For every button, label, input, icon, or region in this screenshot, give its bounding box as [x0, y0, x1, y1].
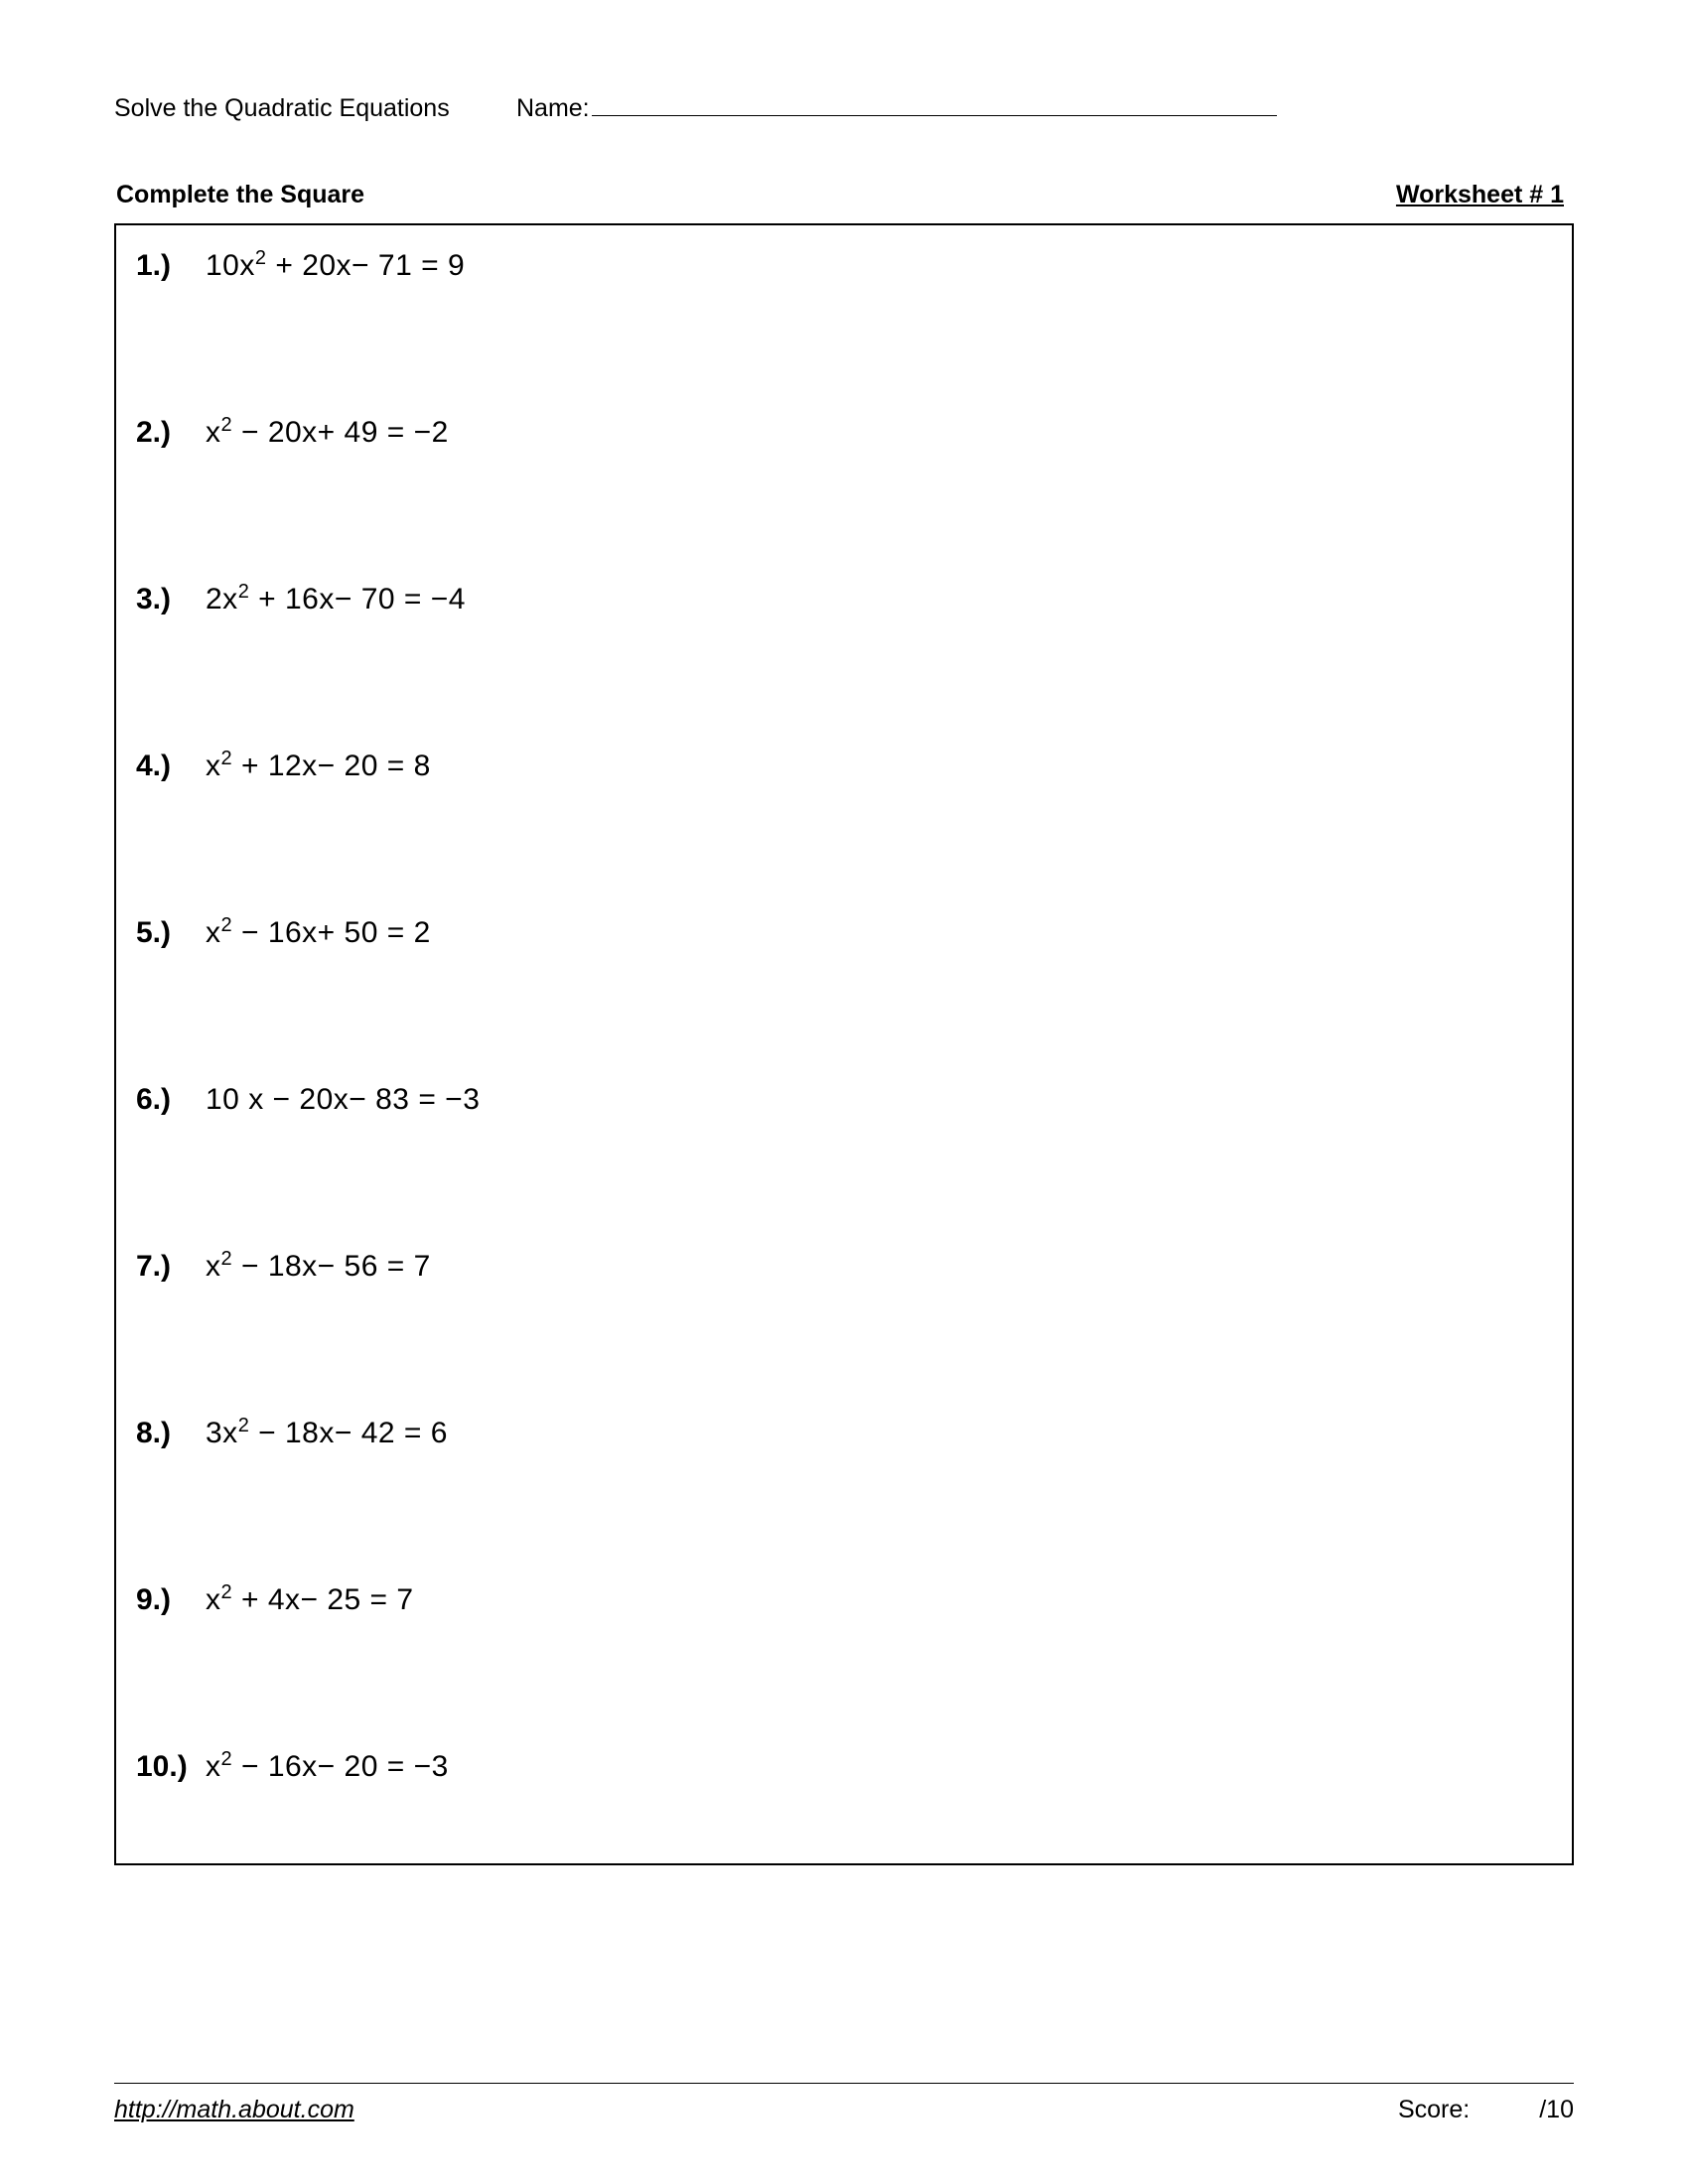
eqn-pre: 10 x − 20x− 83 = −3: [206, 1083, 480, 1116]
superscript-2: 2: [221, 748, 233, 769]
problem-number: 3.): [136, 583, 206, 616]
problem-row: 3.) 2x2 + 16x− 70 = −4: [136, 583, 1552, 616]
subhead-right: Worksheet # 1: [1396, 181, 1564, 209]
header-row: Solve the Quadratic Equations Name:: [114, 94, 1574, 123]
eqn-mid: + 4x− 25 = 7: [232, 1583, 413, 1616]
problem-row: 5.) x2 − 16x+ 50 = 2: [136, 916, 1552, 950]
eqn-pre: x: [206, 1250, 221, 1283]
superscript-2: 2: [221, 414, 233, 436]
subhead-left: Complete the Square: [116, 181, 364, 209]
problem-number: 8.): [136, 1417, 206, 1450]
problem-row: 4.) x2 + 12x− 20 = 8: [136, 750, 1552, 783]
problem-number: 10.): [136, 1750, 206, 1784]
subhead-row: Complete the Square Worksheet # 1: [114, 181, 1574, 209]
worksheet-page: Solve the Quadratic Equations Name: Comp…: [0, 0, 1688, 2184]
score-total: /10: [1539, 2096, 1574, 2124]
footer-row: http://math.about.com Score: /10: [114, 2083, 1574, 2124]
superscript-2: 2: [221, 1248, 233, 1270]
problem-row: 6.) 10 x − 20x− 83 = −3: [136, 1083, 1552, 1117]
problem-row: 1.) 10x2 + 20x− 71 = 9: [136, 249, 1552, 283]
footer-score: Score: /10: [1398, 2096, 1574, 2124]
eqn-pre: 10x: [206, 249, 255, 282]
problem-equation: x2 + 4x− 25 = 7: [206, 1583, 414, 1617]
superscript-2: 2: [221, 914, 233, 936]
problem-equation: 10x2 + 20x− 71 = 9: [206, 249, 465, 283]
problem-equation: x2 − 16x− 20 = −3: [206, 1750, 449, 1784]
problem-equation: 10 x − 20x− 83 = −3: [206, 1083, 480, 1117]
problem-equation: 2x2 + 16x− 70 = −4: [206, 583, 466, 616]
problem-number: 6.): [136, 1083, 206, 1117]
problem-equation: x2 + 12x− 20 = 8: [206, 750, 431, 783]
problem-number: 9.): [136, 1583, 206, 1617]
page-title: Solve the Quadratic Equations: [114, 94, 516, 123]
superscript-2: 2: [221, 1748, 233, 1770]
eqn-pre: 3x: [206, 1417, 238, 1449]
superscript-2: 2: [238, 1415, 250, 1436]
problem-equation: x2 − 18x− 56 = 7: [206, 1250, 431, 1284]
score-label: Score:: [1398, 2096, 1470, 2124]
problem-number: 2.): [136, 416, 206, 450]
eqn-mid: − 20x+ 49 = −2: [232, 416, 449, 449]
problem-row: 2.) x2 − 20x+ 49 = −2: [136, 416, 1552, 450]
eqn-pre: x: [206, 416, 221, 449]
superscript-2: 2: [238, 581, 250, 603]
problem-number: 5.): [136, 916, 206, 950]
superscript-2: 2: [221, 1581, 233, 1603]
problem-number: 4.): [136, 750, 206, 783]
eqn-pre: x: [206, 1583, 221, 1616]
problem-number: 7.): [136, 1250, 206, 1284]
name-blank-line: [592, 115, 1277, 116]
eqn-mid: + 16x− 70 = −4: [249, 583, 466, 615]
problem-number: 1.): [136, 249, 206, 283]
eqn-mid: − 18x− 56 = 7: [232, 1250, 431, 1283]
name-label: Name:: [516, 94, 590, 123]
problem-row: 10.) x2 − 16x− 20 = −3: [136, 1750, 1552, 1784]
eqn-mid: − 16x− 20 = −3: [232, 1750, 449, 1783]
eqn-pre: 2x: [206, 583, 238, 615]
eqn-mid: − 18x− 42 = 6: [249, 1417, 448, 1449]
eqn-pre: x: [206, 916, 221, 949]
eqn-mid: + 20x− 71 = 9: [267, 249, 466, 282]
eqn-mid: − 16x+ 50 = 2: [232, 916, 431, 949]
problem-row: 8.) 3x2 − 18x− 42 = 6: [136, 1417, 1552, 1450]
eqn-mid: + 12x− 20 = 8: [232, 750, 431, 782]
problem-equation: 3x2 − 18x− 42 = 6: [206, 1417, 448, 1450]
problem-row: 7.) x2 − 18x− 56 = 7: [136, 1250, 1552, 1284]
problem-equation: x2 − 16x+ 50 = 2: [206, 916, 431, 950]
footer-link: http://math.about.com: [114, 2096, 354, 2124]
problem-equation: x2 − 20x+ 49 = −2: [206, 416, 449, 450]
problems-box: 1.) 10x2 + 20x− 71 = 9 2.) x2 − 20x+ 49 …: [114, 223, 1574, 1865]
problem-row: 9.) x2 + 4x− 25 = 7: [136, 1583, 1552, 1617]
eqn-pre: x: [206, 750, 221, 782]
eqn-pre: x: [206, 1750, 221, 1783]
superscript-2: 2: [255, 247, 267, 269]
